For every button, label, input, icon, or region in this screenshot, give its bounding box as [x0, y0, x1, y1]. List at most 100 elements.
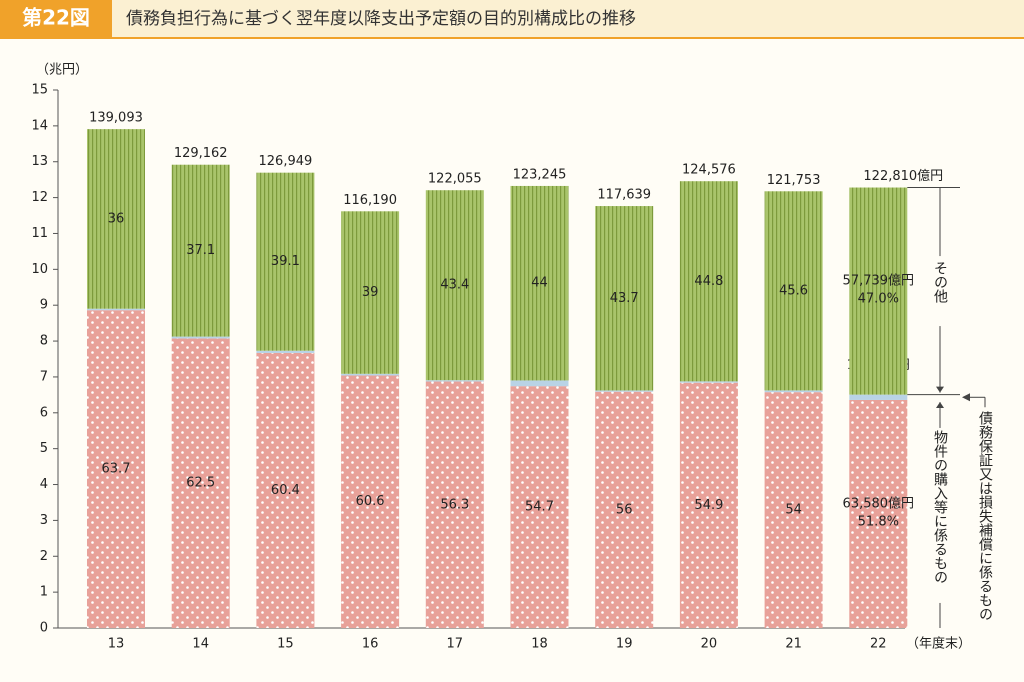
share-label: 60.4	[271, 483, 300, 498]
bar-segment	[256, 350, 315, 353]
y-tick-label: 9	[40, 298, 48, 313]
share-label: 39	[362, 285, 379, 300]
amount-label: 63,580億円	[843, 495, 915, 511]
series-label: その他	[932, 261, 948, 304]
y-tick-label: 7	[40, 369, 48, 384]
x-tick-label: 22	[870, 637, 887, 652]
share-label: 36	[108, 211, 125, 226]
x-tick-label: 21	[785, 637, 802, 652]
y-tick-label: 0	[40, 621, 48, 636]
bar-segment	[510, 386, 569, 628]
y-unit: （兆円）	[36, 63, 88, 78]
header-bar	[0, 0, 1024, 38]
share-label: 45.6	[779, 283, 808, 298]
bar-segment	[425, 380, 484, 382]
bar-segment	[679, 181, 738, 382]
bar-segment	[849, 394, 908, 400]
total-label: 124,576	[682, 163, 736, 178]
bar-segment	[510, 185, 569, 381]
x-tick-label: 17	[447, 637, 464, 652]
bar-segment	[425, 381, 484, 628]
chart-title: 債務負担行為に基づく翌年度以降支出予定額の目的別構成比の推移	[126, 9, 636, 29]
y-tick-label: 8	[40, 334, 48, 349]
share-label: 54.7	[525, 500, 554, 515]
y-tick-label: 13	[31, 154, 48, 169]
arrow	[936, 401, 944, 408]
share-label: 43.4	[440, 278, 469, 293]
share-label: 51.8%	[858, 514, 899, 529]
x-tick-label: 14	[192, 637, 209, 652]
y-tick-label: 2	[40, 549, 48, 564]
bar-segment	[256, 172, 315, 351]
share-label: 60.6	[356, 494, 385, 509]
bar-segment	[595, 390, 654, 392]
figure-label: 第22図	[22, 6, 90, 30]
x-tick-label: 19	[616, 637, 633, 652]
bar-segment	[764, 392, 823, 628]
bar-segment	[595, 391, 654, 628]
total-label: 122,810億円	[863, 168, 943, 184]
arrow	[962, 393, 970, 402]
share-label: 56.3	[440, 497, 469, 512]
x-unit: （年度末）	[906, 636, 971, 652]
y-tick-label: 14	[31, 118, 48, 133]
bar-segment	[679, 382, 738, 628]
arrow	[936, 386, 944, 393]
x-tick-label: 18	[531, 637, 548, 652]
bar-segment	[679, 381, 738, 383]
bar-segment	[256, 352, 315, 628]
bar-segment	[87, 308, 145, 311]
bar-segment	[171, 164, 230, 337]
x-tick-label: 16	[362, 637, 379, 652]
amount-label: 57,739億円	[843, 273, 915, 289]
share-label: 62.5	[186, 476, 215, 491]
bar-segment	[87, 310, 145, 628]
share-label: 63.7	[102, 462, 131, 477]
total-label: 116,190	[343, 193, 397, 208]
y-tick-label: 15	[31, 83, 48, 98]
y-tick-label: 11	[31, 226, 48, 241]
label-bg	[931, 256, 949, 327]
bar-segment	[595, 206, 654, 391]
total-label: 121,753	[767, 173, 821, 188]
share-label: 56	[616, 502, 633, 517]
series-label: 債務保証又は損失補償に係るもの	[977, 411, 993, 621]
y-tick-label: 5	[40, 441, 48, 456]
bar-segment	[341, 211, 400, 374]
header-badge	[0, 0, 112, 38]
share-label: 47.0%	[858, 292, 899, 307]
bar-segment	[87, 129, 145, 309]
share-label: 43.7	[610, 291, 639, 306]
bar-segment	[849, 399, 908, 628]
y-tick-label: 1	[40, 585, 48, 600]
total-label: 117,639	[597, 188, 651, 203]
x-tick-label: 15	[277, 637, 294, 652]
y-tick-label: 3	[40, 513, 48, 528]
series-label: 物件の購入等に係るもの	[932, 430, 948, 584]
bar-segment	[764, 390, 823, 393]
total-label: 123,245	[513, 167, 567, 182]
bar-segment	[171, 336, 230, 339]
total-label: 139,093	[89, 111, 143, 126]
share-label: 39.1	[271, 254, 300, 269]
bar-segment	[425, 190, 484, 381]
total-label: 129,162	[174, 146, 228, 161]
y-tick-label: 4	[40, 477, 48, 492]
bar-segment	[341, 375, 400, 628]
total-label: 126,949	[259, 154, 313, 169]
share-label: 54.9	[694, 498, 723, 513]
share-label: 54	[785, 503, 802, 518]
share-label: 44.8	[694, 274, 723, 289]
bar-segment	[764, 191, 823, 391]
share-label: 37.1	[186, 243, 215, 258]
x-tick-label: 20	[701, 637, 718, 652]
label-bg	[931, 427, 949, 603]
share-label: 44	[531, 276, 548, 291]
header-rule	[0, 37, 1024, 39]
y-tick-label: 6	[40, 405, 48, 420]
bar-segment	[171, 338, 230, 628]
x-tick-label: 13	[108, 637, 125, 652]
y-tick-label: 10	[31, 262, 48, 277]
